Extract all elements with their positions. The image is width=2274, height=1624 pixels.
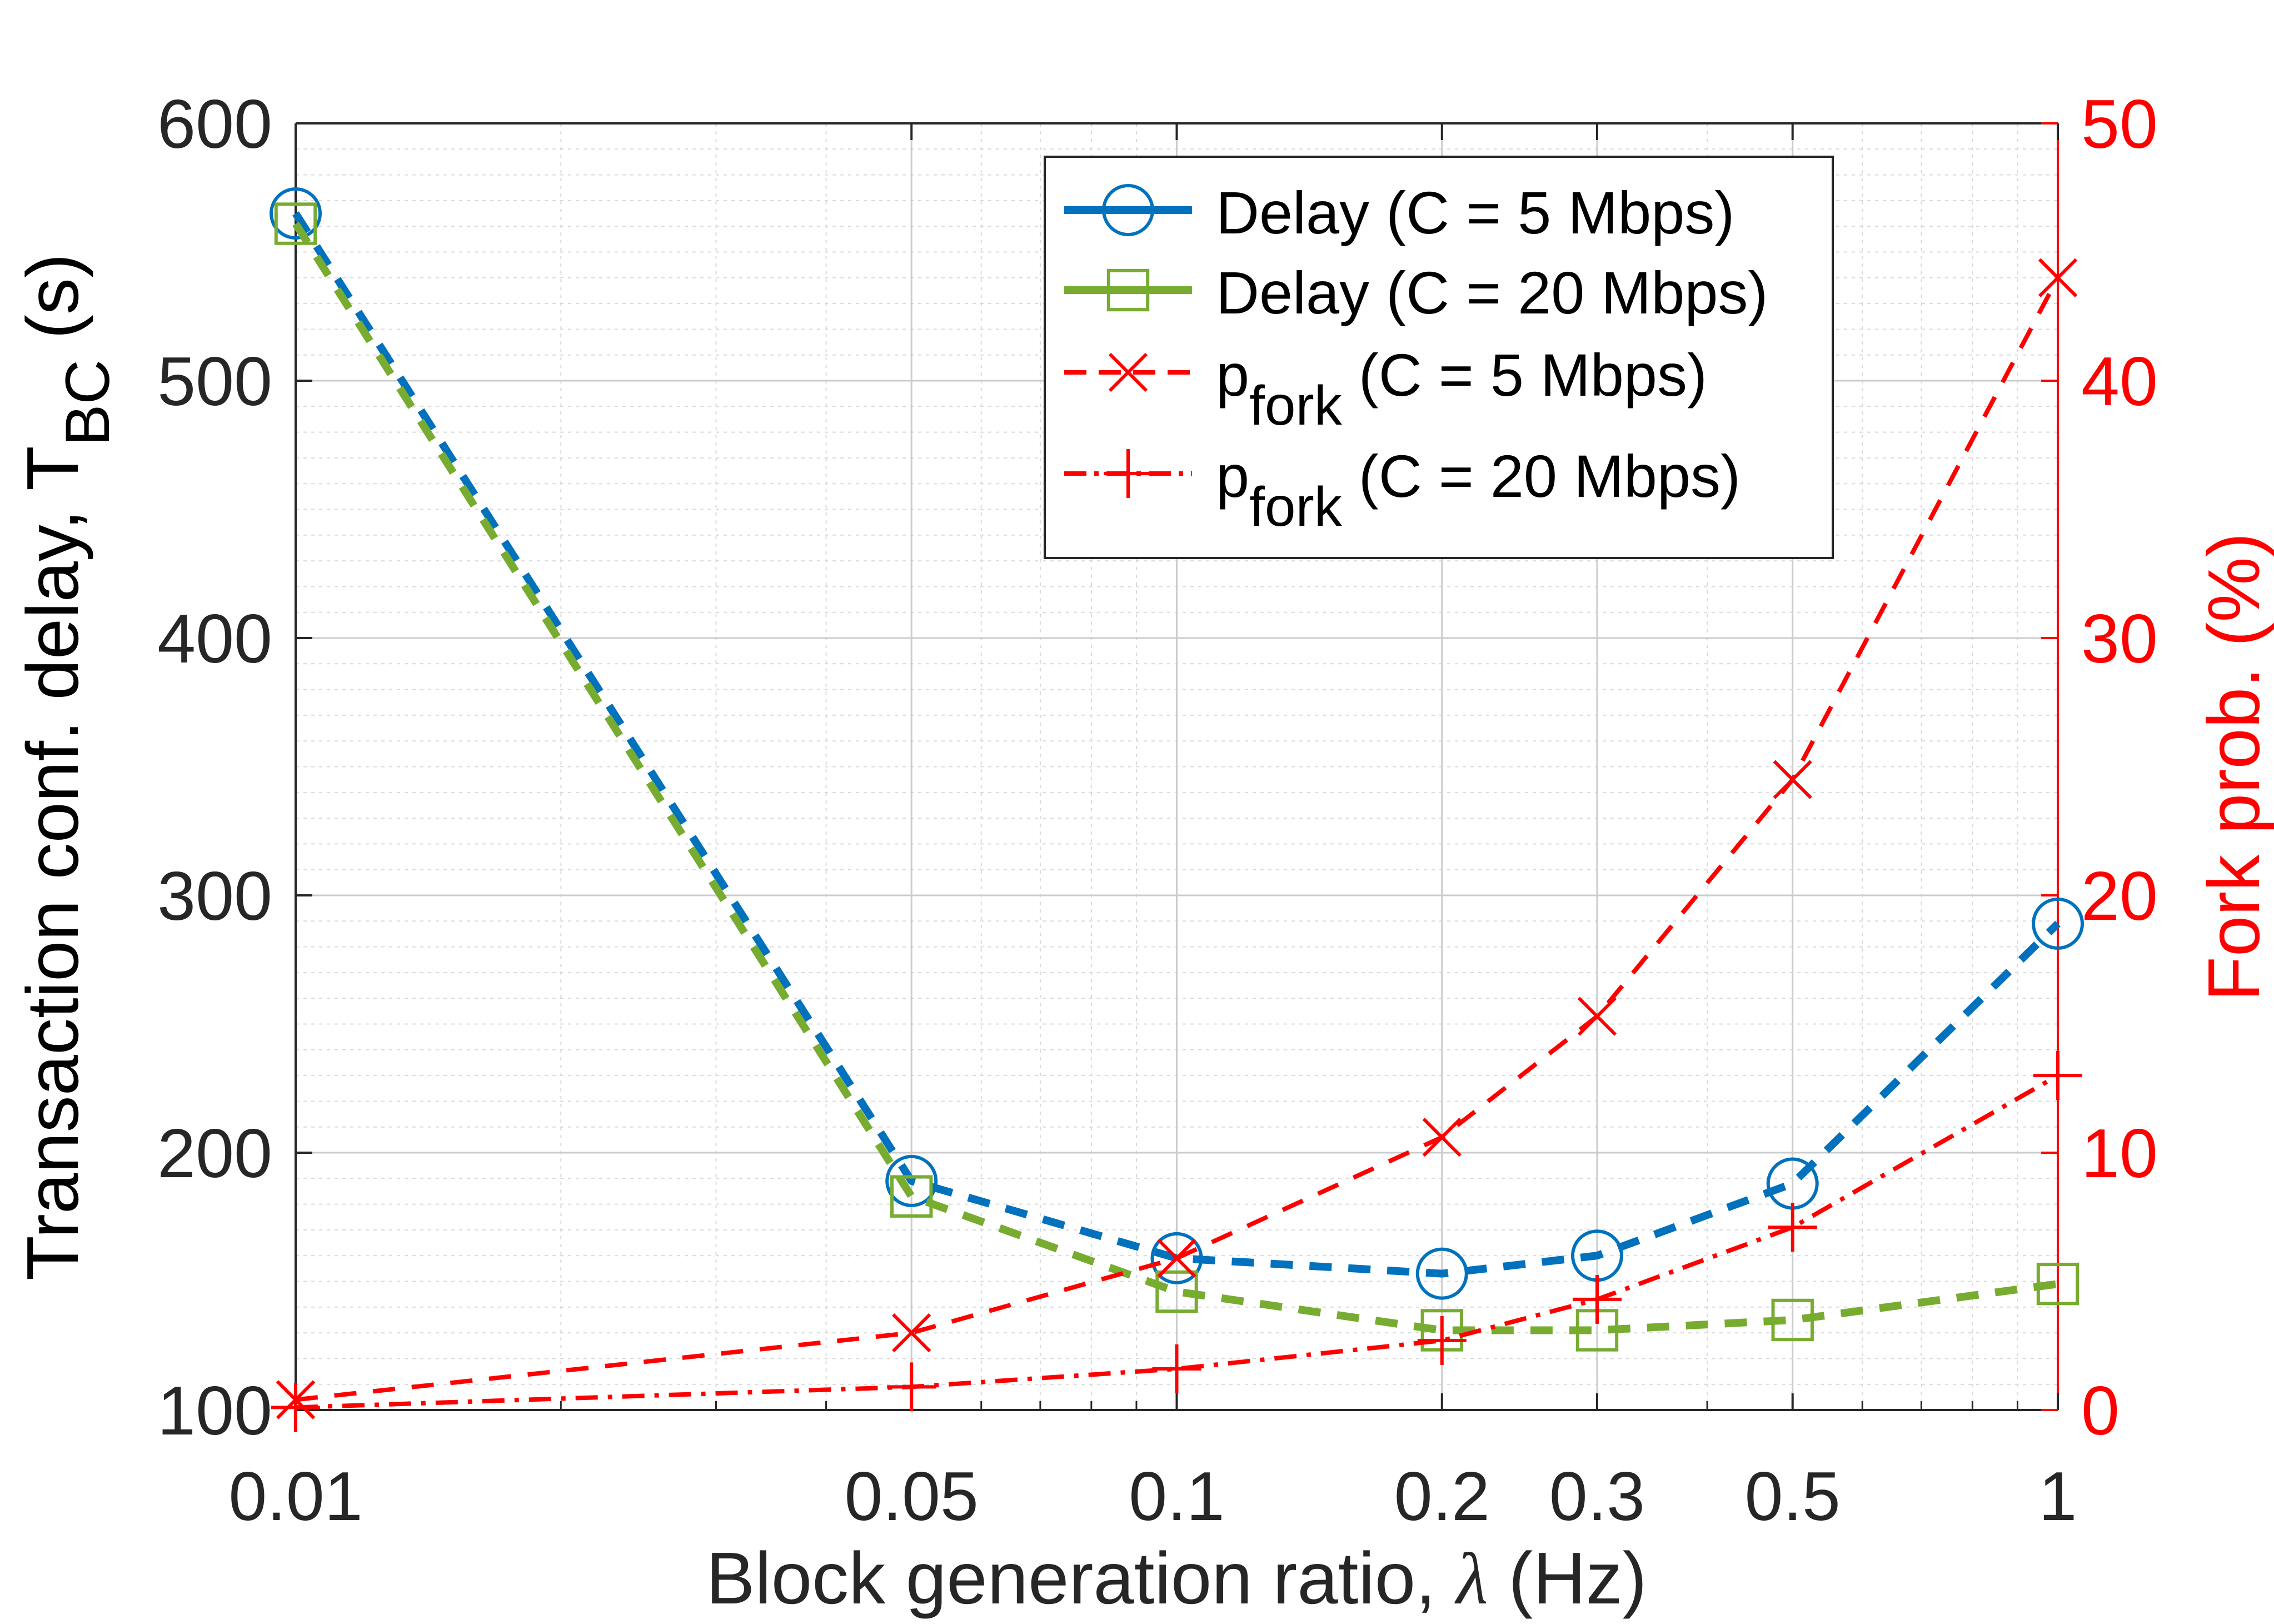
series-pfork_5 — [276, 258, 2078, 1419]
data-point-delay_5 — [2032, 897, 2084, 950]
y-axis-right-label: Fork prob. (%) — [2193, 532, 2274, 1002]
marker-stroke — [1773, 760, 1812, 799]
x-axis-label: Block generation ratio, λ (Hz) — [706, 1537, 1647, 1620]
data-point-pfork_5 — [1577, 997, 1617, 1036]
data-point-delay_5 — [270, 187, 322, 240]
marker-stroke — [2038, 258, 2078, 297]
data-point-pfork_20 — [271, 1383, 320, 1432]
data-point-pfork_5 — [1157, 1238, 1196, 1278]
data-point-pfork_20 — [2033, 1051, 2082, 1100]
legend-marker — [1106, 268, 1150, 312]
legend-label: Delay (C = 5 Mbps) — [1216, 179, 1734, 246]
data-point-pfork_5 — [1422, 1118, 1462, 1157]
y-right-tick-label: 50 — [2081, 86, 2158, 163]
legend-entry-delay_5: Delay (C = 5 Mbps) — [1064, 179, 1734, 246]
x-tick-label: 0.3 — [1549, 1458, 1645, 1535]
series-pfork_20 — [271, 1051, 2082, 1432]
legend-entry-delay_20: Delay (C = 20 Mbps) — [1064, 259, 1768, 326]
x-tick-label: 0.2 — [1394, 1458, 1490, 1535]
data-point-delay_20 — [274, 202, 317, 245]
data-point-pfork_5 — [2038, 258, 2078, 297]
legend-label: pfork (C = 20 Mbps) — [1216, 442, 1741, 538]
data-point-delay_20 — [890, 1175, 933, 1218]
data-point-delay_20 — [2036, 1262, 2079, 1306]
y-left-tick-label: 500 — [157, 343, 272, 420]
series-line-delay_5 — [292, 211, 2061, 1278]
data-point-delay_5 — [1150, 1232, 1203, 1284]
data-point-delay_5 — [1415, 1247, 1468, 1300]
legend-label: pfork (C = 5 Mbps) — [1216, 341, 1707, 437]
marker-stroke — [1577, 997, 1617, 1036]
y-left-tick-label: 600 — [157, 86, 272, 163]
y-left-tick-label: 400 — [157, 601, 272, 678]
data-point-pfork_20 — [1152, 1344, 1201, 1393]
x-tick-label: 0.01 — [228, 1458, 362, 1535]
marker-stroke — [1108, 352, 1148, 392]
y-axis-left-label: Transaction conf. delay, TBC (s) — [12, 253, 122, 1281]
data-point-pfork_20 — [1768, 1203, 1817, 1252]
data-point-pfork_20 — [1417, 1316, 1467, 1365]
y-right-tick-label: 10 — [2081, 1115, 2158, 1192]
legend-label: Delay (C = 20 Mbps) — [1216, 259, 1768, 326]
y-right-tick-label: 0 — [2081, 1373, 2120, 1449]
legend-entry-pfork_20: pfork (C = 20 Mbps) — [1064, 442, 1741, 538]
axes: 0.01 0.05 0.1 0.2 0.3 0.5 1 100 200 300 400 500 600 0… — [157, 86, 2158, 1535]
x-tick-label: 0.5 — [1745, 1458, 1841, 1535]
data-point-delay_20 — [1771, 1298, 1814, 1342]
y-left-tick-label: 300 — [157, 858, 272, 935]
marker-stroke — [1422, 1118, 1462, 1157]
data-point-pfork_20 — [1572, 1274, 1622, 1324]
legend-marker — [1102, 184, 1154, 236]
data-point-delay_5 — [885, 1154, 938, 1207]
legend-box — [1044, 156, 1834, 559]
legend-marker — [1108, 352, 1148, 392]
legend-marker — [1104, 449, 1153, 498]
axis-labels: Block generation ratio, λ (Hz) Transactio… — [12, 253, 2274, 1620]
y-right-tick-label: 30 — [2081, 601, 2158, 678]
marker-stroke — [1157, 1238, 1196, 1278]
data-point-delay_20 — [1155, 1270, 1198, 1313]
y-left-tick-label: 100 — [157, 1373, 272, 1449]
data-point-pfork_20 — [887, 1362, 936, 1412]
data-series — [270, 187, 2084, 1432]
legend-entry-pfork_5: pfork (C = 5 Mbps) — [1064, 341, 1707, 437]
x-tick-label: 0.1 — [1129, 1458, 1224, 1535]
x-tick-label: 0.05 — [845, 1458, 979, 1535]
data-point-pfork_5 — [1773, 760, 1812, 799]
y-right-tick-label: 40 — [2081, 343, 2158, 420]
legend: Delay (C = 5 Mbps) Delay (C = 20 Mbps) pfo… — [1044, 156, 1834, 559]
x-tick-label: 1 — [2039, 1458, 2077, 1535]
y-left-tick-label: 200 — [157, 1115, 272, 1192]
marker-stroke — [892, 1313, 931, 1353]
data-point-pfork_5 — [892, 1313, 931, 1353]
y-right-tick-label: 20 — [2081, 858, 2158, 935]
